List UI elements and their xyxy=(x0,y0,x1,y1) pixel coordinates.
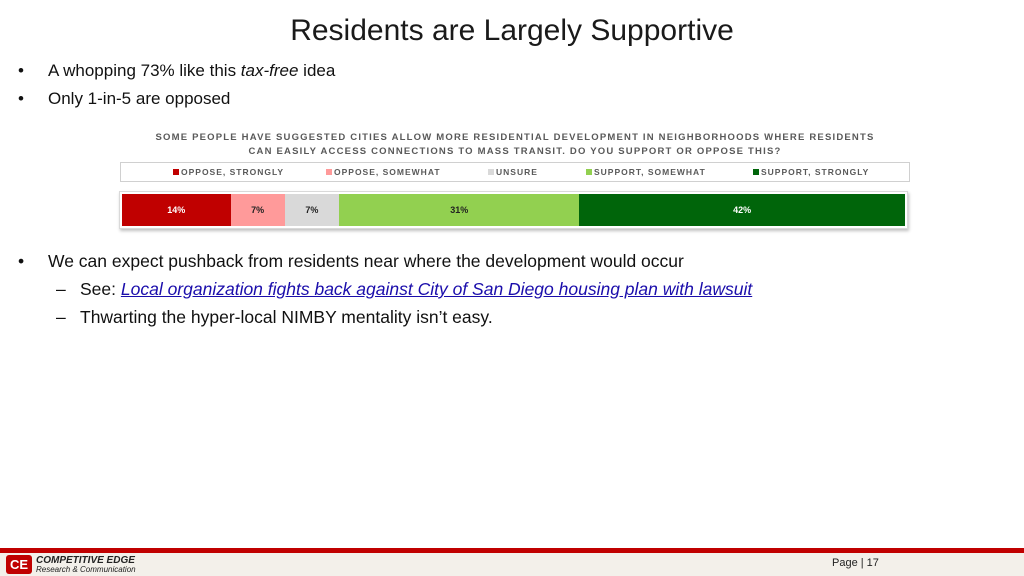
bullet-icon: • xyxy=(18,89,24,108)
bullet-text: A whopping 73% like this tax-free idea xyxy=(48,61,336,80)
bar-value-label: 42% xyxy=(733,205,752,215)
legend-swatch-icon xyxy=(326,169,332,175)
legend-label: SUPPORT, STRONGLY xyxy=(761,167,870,177)
sub-bullet-text: Thwarting the hyper-local NIMBY mentalit… xyxy=(80,307,493,327)
footer-accent-bar xyxy=(0,548,1024,553)
bar-segment: 42% xyxy=(579,194,905,226)
legend-swatch-icon xyxy=(753,169,759,175)
bar-segment: 14% xyxy=(122,194,231,226)
bar-value-label: 7% xyxy=(251,205,265,215)
legend-item: UNSURE xyxy=(488,167,538,177)
top-bullet-list: • A whopping 73% like this tax-free idea… xyxy=(18,57,335,113)
chart-legend: OPPOSE, STRONGLY OPPOSE, SOMEWHAT UNSURE SU… xyxy=(120,162,910,182)
legend-swatch-icon xyxy=(173,169,179,175)
legend-item: SUPPORT, SOMEWHAT xyxy=(586,167,706,177)
dash-icon: – xyxy=(56,307,66,327)
sub-bullet-item: – See: Local organization fights back ag… xyxy=(18,275,752,303)
bar-segment: 31% xyxy=(339,194,580,226)
bar-segment: 7% xyxy=(284,194,340,226)
bullet-icon: • xyxy=(18,251,25,271)
legend-label: UNSURE xyxy=(496,167,538,177)
bottom-bullet-list: • We can expect pushback from residents … xyxy=(18,247,752,331)
sub-bullet-text: See: Local organization fights back agai… xyxy=(80,279,753,299)
dash-icon: – xyxy=(56,279,66,299)
bullet-text: We can expect pushback from residents ne… xyxy=(48,251,684,271)
bullet-text: Only 1-in-5 are opposed xyxy=(48,89,231,108)
company-logo: CE COMPETITIVE EDGE Research & Communica… xyxy=(6,553,136,576)
stacked-bar: 14% 7% 7% 31% 42% xyxy=(119,191,908,229)
legend-item: SUPPORT, STRONGLY xyxy=(753,167,869,177)
footer xyxy=(0,553,1024,576)
sub-bullet-item: – Thwarting the hyper-local NIMBY mental… xyxy=(18,303,752,331)
legend-item: OPPOSE, SOMEWHAT xyxy=(326,167,441,177)
chart-title: SOME PEOPLE HAVE SUGGESTED CITIES ALLOW … xyxy=(155,132,875,157)
bar-segment: 7% xyxy=(230,194,285,226)
bar-value-label: 14% xyxy=(167,205,186,215)
slide-title: Residents are Largely Supportive xyxy=(290,14,734,47)
bar-value-label: 31% xyxy=(450,205,469,215)
bullet-item: • A whopping 73% like this tax-free idea xyxy=(18,57,335,85)
bar-value-label: 7% xyxy=(305,205,319,215)
legend-label: OPPOSE, SOMEWHAT xyxy=(334,167,441,177)
logo-name: COMPETITIVE EDGE xyxy=(36,554,135,566)
bullet-item: • Only 1-in-5 are opposed xyxy=(18,85,335,113)
bullet-icon: • xyxy=(18,61,24,80)
legend-swatch-icon xyxy=(488,169,494,175)
page-number: Page | 17 xyxy=(832,557,879,569)
legend-label: OPPOSE, STRONGLY xyxy=(181,167,285,177)
legend-label: SUPPORT, SOMEWHAT xyxy=(594,167,706,177)
logo-mark-icon: CE xyxy=(6,555,32,574)
news-article-link[interactable]: Local organization fights back against C… xyxy=(120,279,753,299)
legend-item: OPPOSE, STRONGLY xyxy=(173,167,284,177)
legend-swatch-icon xyxy=(586,169,592,175)
bullet-item: • We can expect pushback from residents … xyxy=(18,247,752,275)
logo-tagline: Research & Communication xyxy=(36,564,136,574)
